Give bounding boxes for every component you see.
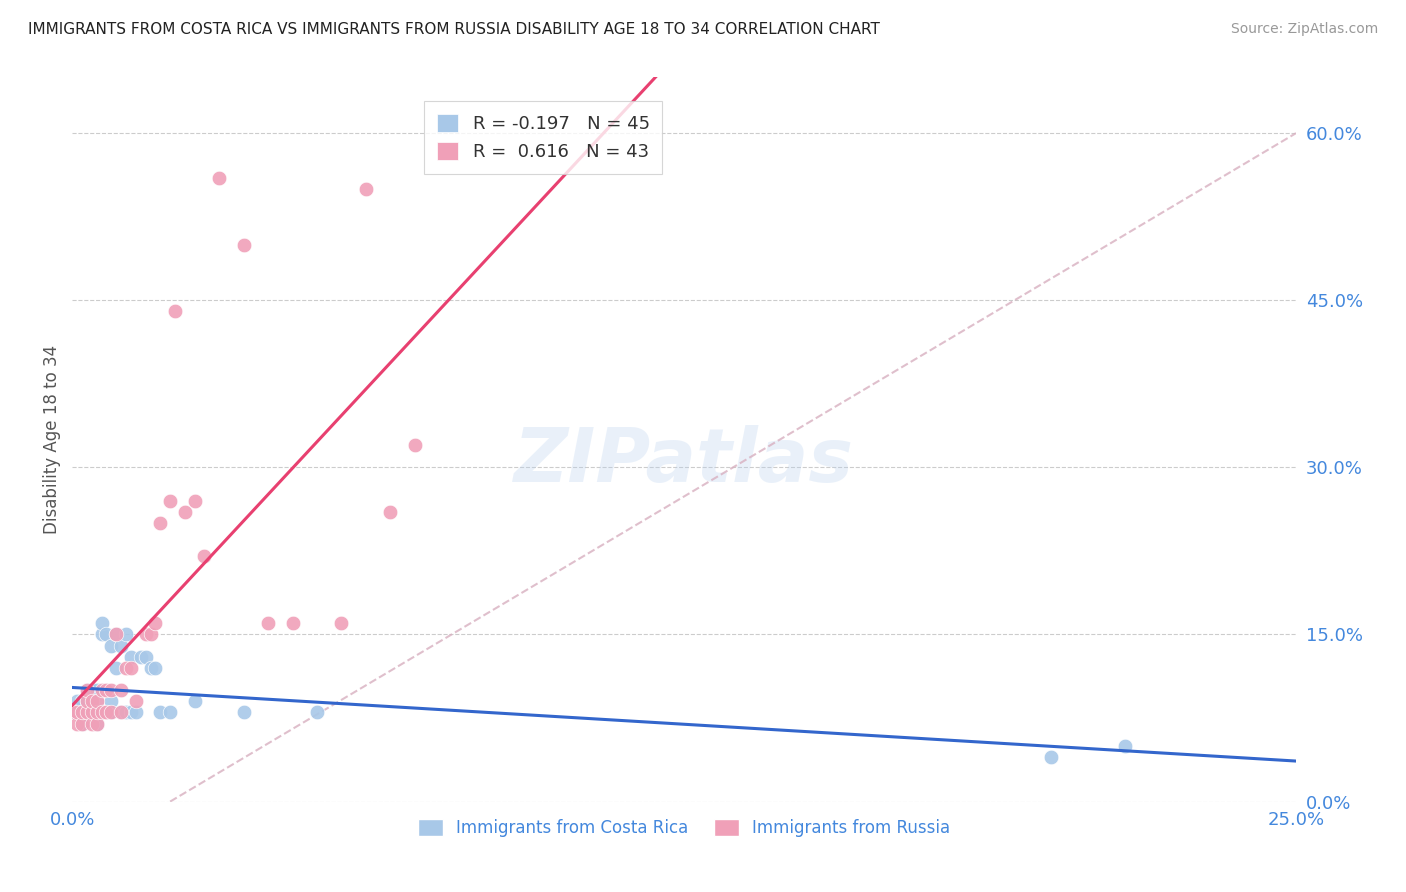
Point xyxy=(100,683,122,698)
Point xyxy=(90,616,112,631)
Point xyxy=(1040,750,1063,764)
Point xyxy=(380,505,402,519)
Point xyxy=(159,706,181,720)
Point xyxy=(208,170,231,185)
Point xyxy=(80,706,103,720)
Point xyxy=(125,706,148,720)
Point xyxy=(183,493,205,508)
Point xyxy=(76,706,98,720)
Point xyxy=(90,683,112,698)
Point xyxy=(129,649,152,664)
Point xyxy=(232,237,254,252)
Point xyxy=(86,716,108,731)
Point xyxy=(105,661,128,675)
Point xyxy=(86,716,108,731)
Point xyxy=(66,706,89,720)
Point xyxy=(125,694,148,708)
Point xyxy=(100,694,122,708)
Point xyxy=(76,694,98,708)
Point xyxy=(120,706,142,720)
Point xyxy=(70,694,93,708)
Point xyxy=(173,505,195,519)
Point xyxy=(149,706,172,720)
Point xyxy=(135,649,157,664)
Point xyxy=(80,683,103,698)
Point xyxy=(139,661,162,675)
Point xyxy=(86,683,108,698)
Point xyxy=(70,716,93,731)
Point xyxy=(90,706,112,720)
Point xyxy=(110,683,132,698)
Point xyxy=(120,649,142,664)
Point xyxy=(80,694,103,708)
Point xyxy=(159,493,181,508)
Point xyxy=(70,716,93,731)
Point xyxy=(110,706,132,720)
Point xyxy=(76,683,98,698)
Point xyxy=(257,616,280,631)
Point xyxy=(354,182,377,196)
Point xyxy=(193,549,215,564)
Point xyxy=(115,627,138,641)
Point xyxy=(80,716,103,731)
Text: ZIPatlas: ZIPatlas xyxy=(515,425,853,498)
Point xyxy=(404,438,426,452)
Point xyxy=(90,706,112,720)
Point xyxy=(66,716,89,731)
Point xyxy=(145,661,167,675)
Point xyxy=(110,706,132,720)
Point xyxy=(232,706,254,720)
Point xyxy=(80,694,103,708)
Point xyxy=(139,627,162,641)
Point xyxy=(70,706,93,720)
Point xyxy=(76,694,98,708)
Point xyxy=(96,683,118,698)
Point xyxy=(163,304,186,318)
Point xyxy=(96,706,118,720)
Point xyxy=(115,706,138,720)
Y-axis label: Disability Age 18 to 34: Disability Age 18 to 34 xyxy=(44,345,60,534)
Text: IMMIGRANTS FROM COSTA RICA VS IMMIGRANTS FROM RUSSIA DISABILITY AGE 18 TO 34 COR: IMMIGRANTS FROM COSTA RICA VS IMMIGRANTS… xyxy=(28,22,880,37)
Point xyxy=(281,616,304,631)
Point xyxy=(149,516,172,530)
Point xyxy=(115,661,138,675)
Point xyxy=(60,706,83,720)
Text: Source: ZipAtlas.com: Source: ZipAtlas.com xyxy=(1230,22,1378,37)
Point xyxy=(135,627,157,641)
Point xyxy=(120,661,142,675)
Point xyxy=(105,627,128,641)
Point xyxy=(110,639,132,653)
Point xyxy=(1114,739,1136,753)
Point xyxy=(70,706,93,720)
Legend: Immigrants from Costa Rica, Immigrants from Russia: Immigrants from Costa Rica, Immigrants f… xyxy=(412,813,957,844)
Point xyxy=(86,694,108,708)
Point xyxy=(86,694,108,708)
Point xyxy=(66,706,89,720)
Point xyxy=(76,706,98,720)
Point xyxy=(330,616,353,631)
Point xyxy=(100,639,122,653)
Point xyxy=(145,616,167,631)
Point xyxy=(60,706,83,720)
Point xyxy=(86,706,108,720)
Point xyxy=(96,627,118,641)
Point xyxy=(76,683,98,698)
Point xyxy=(90,627,112,641)
Point xyxy=(66,694,89,708)
Point xyxy=(96,706,118,720)
Point xyxy=(100,706,122,720)
Point xyxy=(305,706,328,720)
Point xyxy=(76,706,98,720)
Point xyxy=(86,706,108,720)
Point xyxy=(100,706,122,720)
Point xyxy=(105,627,128,641)
Point xyxy=(80,706,103,720)
Point xyxy=(183,694,205,708)
